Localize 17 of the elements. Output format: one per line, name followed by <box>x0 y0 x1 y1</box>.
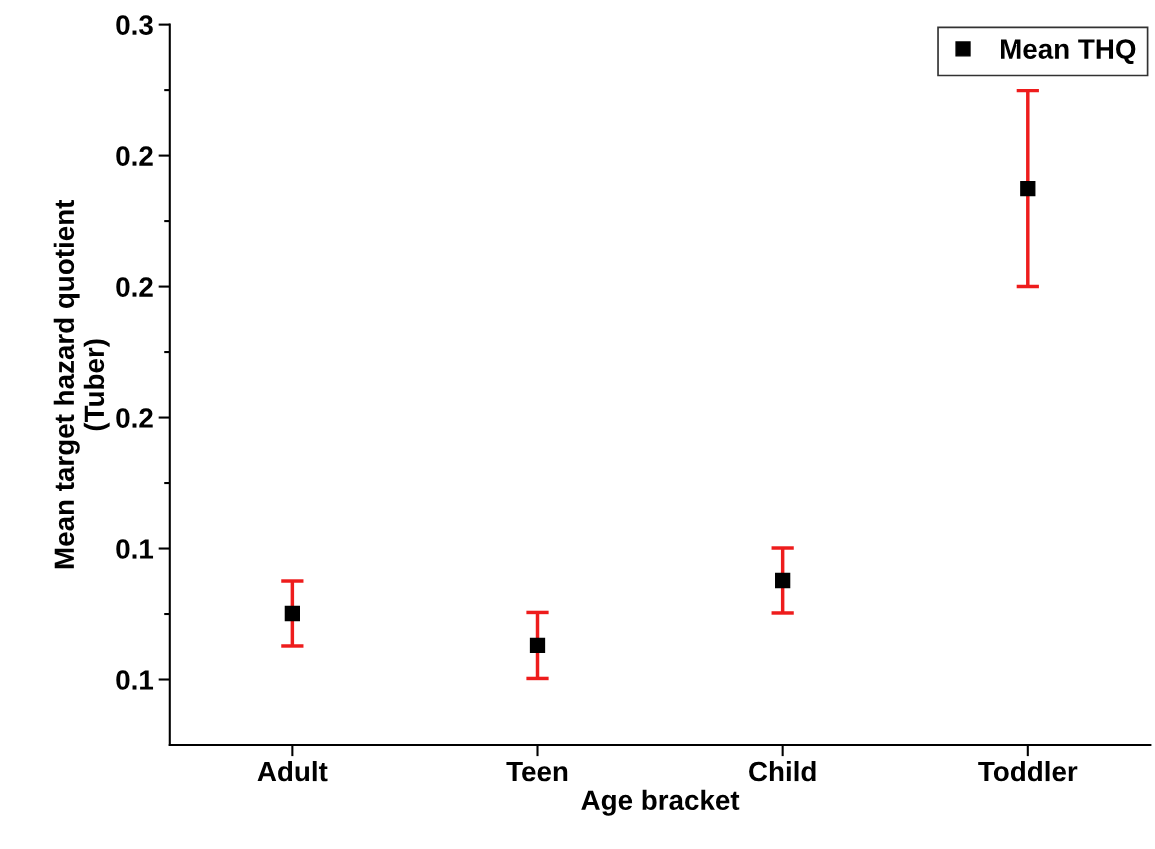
point <box>775 572 791 589</box>
point <box>284 605 300 622</box>
point <box>1020 180 1036 197</box>
x-axis-title: Age bracket <box>581 789 740 816</box>
y-tick-label: 0.2 <box>116 146 153 166</box>
y-tick-label: 0.2 <box>116 277 153 297</box>
y-axis-title: Mean target hazard quotient (Tuber) <box>53 199 110 569</box>
legend-label: Mean THQ <box>1001 39 1136 65</box>
point <box>529 637 546 654</box>
y-tick-label: 0.1 <box>116 670 154 690</box>
x-tick-label: Teen <box>506 761 568 782</box>
y-tick-label: 0.3 <box>116 15 153 35</box>
y-tick-label: 0.2 <box>116 408 153 428</box>
x-tick-label: Adult <box>257 760 328 782</box>
x-tick-label: Child <box>749 760 816 782</box>
y-tick-label: 0.1 <box>116 539 154 559</box>
x-tick-label: Toddler <box>978 760 1078 782</box>
